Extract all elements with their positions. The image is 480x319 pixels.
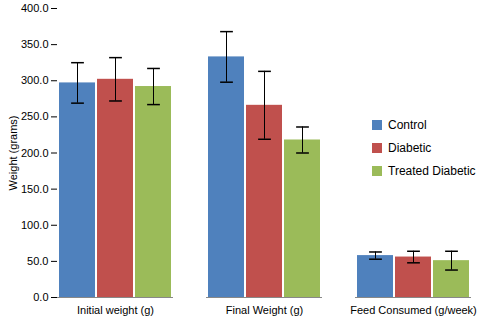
svg-text:200.0: 200.0 xyxy=(21,147,49,159)
svg-text:400.0: 400.0 xyxy=(21,2,49,14)
svg-text:Feed Consumed (g/week): Feed Consumed (g/week) xyxy=(350,304,477,316)
svg-text:50.0: 50.0 xyxy=(27,255,48,267)
svg-text:0.0: 0.0 xyxy=(33,291,48,303)
svg-text:150.0: 150.0 xyxy=(21,183,49,195)
svg-text:350.0: 350.0 xyxy=(21,38,49,50)
svg-text:Final Weight (g): Final Weight (g) xyxy=(226,304,303,316)
html-text:Treated Diabetic: Treated Diabetic xyxy=(388,164,476,178)
svg-text:300.0: 300.0 xyxy=(21,74,49,86)
svg-text:Weight (grams): Weight (grams) xyxy=(7,116,19,191)
svg-text:Initial weight (g): Initial weight (g) xyxy=(77,304,154,316)
html-text:Diabetic: Diabetic xyxy=(388,141,432,155)
svg-text:100.0: 100.0 xyxy=(21,219,49,231)
html-text:Control: Control xyxy=(388,118,427,132)
svg-text:250.0: 250.0 xyxy=(21,110,49,122)
